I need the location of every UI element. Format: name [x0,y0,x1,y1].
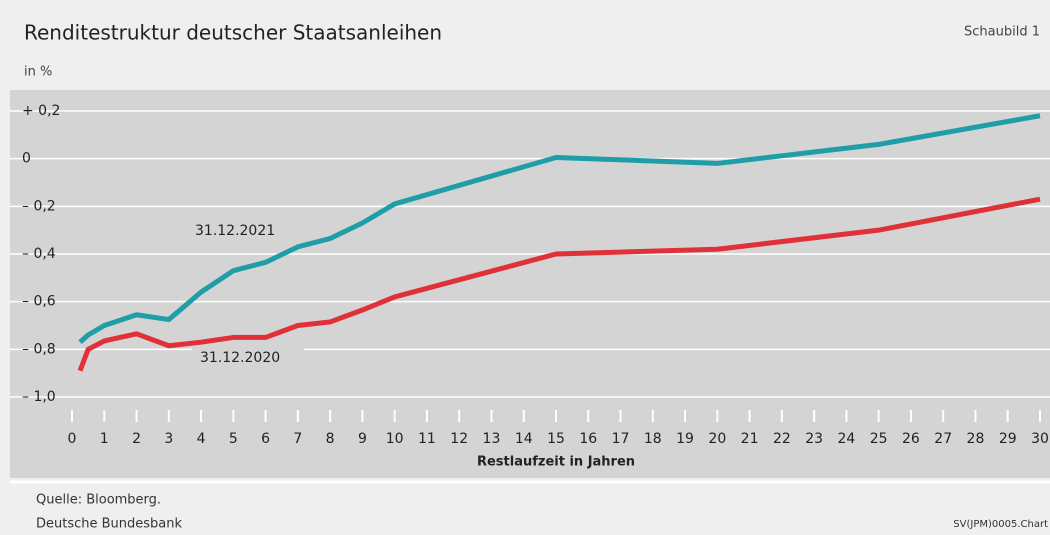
x-tick-label: 25 [870,431,888,447]
x-tick-label: 6 [261,431,270,447]
x-tick-label: 4 [197,431,206,447]
source: Quelle: Bloomberg. [36,493,161,508]
y-tick-label: – 0,8 [22,341,56,357]
x-tick-label: 20 [708,431,726,447]
series-label: 31.12.2020 [200,350,280,366]
figure-label: Schaubild 1 [964,25,1040,40]
x-tick-label: 22 [773,431,791,447]
x-tick-label: 3 [164,431,173,447]
x-tick-label: 9 [358,431,367,447]
x-tick-label: 2 [132,431,141,447]
x-tick-label: 26 [902,431,920,447]
x-tick-label: 23 [805,431,823,447]
x-tick-label: 18 [644,431,662,447]
y-tick-label: – 0,4 [22,246,56,262]
x-tick-label: 11 [418,431,436,447]
x-tick-label: 17 [612,431,630,447]
x-tick-label: 5 [229,431,238,447]
x-tick-label: 29 [999,431,1017,447]
chart-id: SV(JPM)0005.Chart [953,519,1048,530]
publisher: Deutsche Bundesbank [36,517,183,532]
x-tick-label: 27 [934,431,952,447]
x-tick-label: 14 [515,431,533,447]
chart-title: Renditestruktur deutscher Staatsanleihen [24,21,442,45]
y-tick-label: – 1,0 [22,389,56,405]
x-tick-label: 1 [100,431,109,447]
series-label-bg [192,347,304,369]
series-label: 31.12.2021 [195,223,275,239]
x-tick-label: 16 [579,431,597,447]
y-tick-label: – 0,6 [22,294,56,310]
x-tick-label: 0 [68,431,77,447]
x-tick-label: 24 [837,431,855,447]
series-line [77,196,1041,372]
y-tick-label: 0 [22,151,31,167]
y-tick-label: – 0,2 [22,198,56,214]
x-tick-label: 21 [741,431,759,447]
series-line [78,113,1041,345]
x-tick-label: 7 [293,431,302,447]
x-tick-label: 19 [676,431,694,447]
y-unit: in % [24,65,52,80]
x-tick-label: 15 [547,431,565,447]
y-tick-label: + 0,2 [22,103,60,119]
x-axis-label: Restlaufzeit in Jahren [477,455,635,470]
x-tick-label: 10 [386,431,404,447]
series-label-bg [187,220,299,242]
x-tick-label: 12 [450,431,468,447]
x-tick-label: 30 [1031,431,1049,447]
plot-area [10,90,1050,478]
x-tick-label: 13 [483,431,501,447]
x-tick-label: 28 [967,431,985,447]
x-tick-label: 8 [326,431,335,447]
